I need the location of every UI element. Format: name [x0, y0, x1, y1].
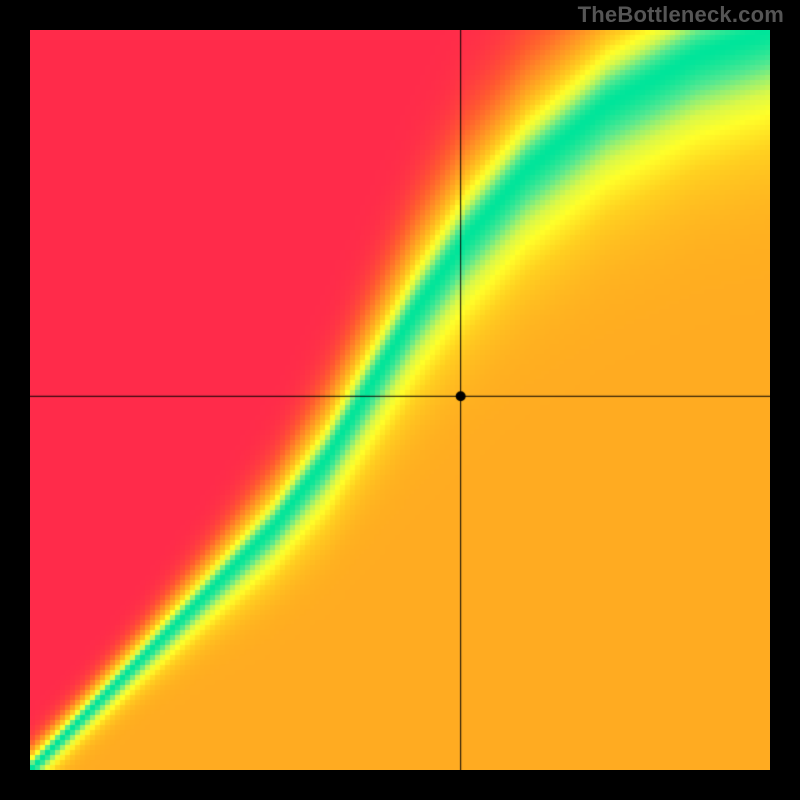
- bottleneck-heatmap: [30, 30, 770, 770]
- attribution-watermark: TheBottleneck.com: [578, 2, 784, 28]
- heatmap-canvas: [30, 30, 770, 770]
